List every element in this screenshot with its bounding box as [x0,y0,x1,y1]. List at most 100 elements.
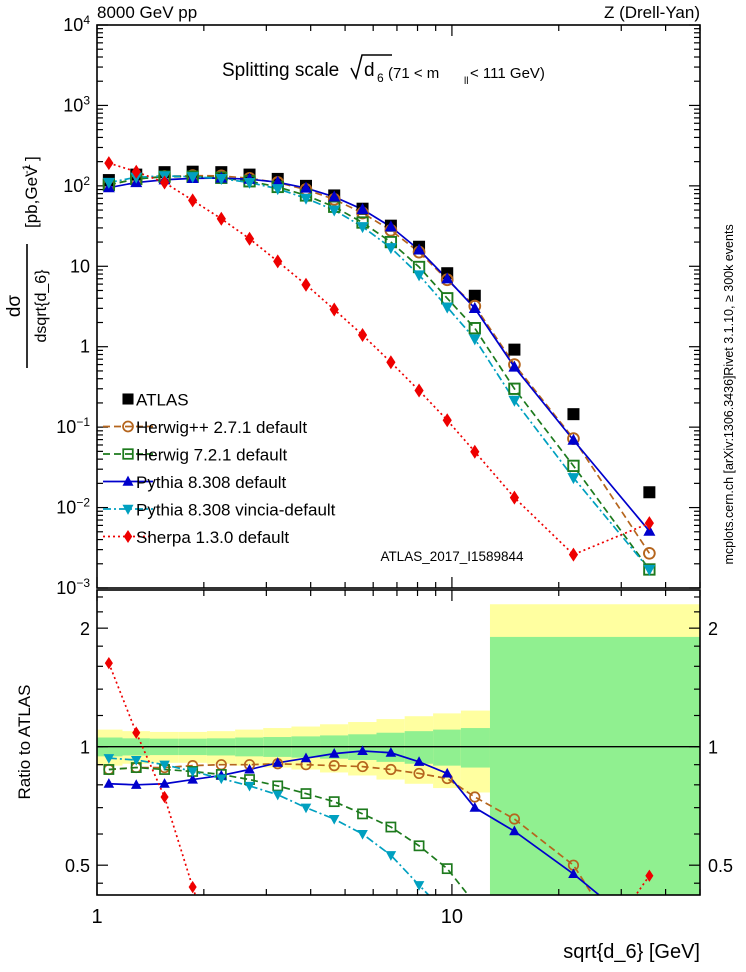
marker-triangle-down [643,564,656,576]
main-axis-ticks [96,24,701,589]
sqrt-radical-icon [350,54,392,81]
marker-triangle-down [272,790,284,801]
analysis-watermark: ATLAS_2017_I1589844 [380,549,524,564]
marker-triangle-down [215,174,228,186]
marker-triangle-up [509,825,520,836]
ratio-panel-frame [96,589,701,896]
title-sqrt-subscript: 6 [377,71,384,85]
ratio-y-tick-label: 0.5 [65,856,90,876]
main-panel-frame [96,24,701,589]
marker-triangle-down [102,177,115,189]
marker-square-filled [508,343,521,356]
marker-square-open [413,840,425,852]
marker-triangle-down [159,760,170,771]
ratio-y-tick-label-right: 0.5 [708,856,733,876]
marker-square-filled [468,289,481,302]
legend-label: ATLAS [136,391,189,410]
marker-triangle-up [567,433,580,445]
marker-circle-open [385,763,397,776]
marker-diamond [273,254,283,269]
sidenote-rivet: Rivet 3.1.10, ≥ 300k events [722,224,736,375]
marker-triangle-up [328,190,341,202]
marker-triangle-up [244,763,255,774]
marker-diamond [131,164,141,179]
marker-triangle-up [384,220,397,232]
marker-diamond [645,869,654,882]
y-label-unit-close: ] [22,156,41,161]
header-beam-label: 8000 GeV pp [97,3,197,22]
marker-triangle-down [328,814,340,825]
marker-triangle-up [357,745,368,756]
marker-triangle-up [568,868,579,879]
marker-circle-open [122,420,134,433]
marker-diamond [386,355,396,370]
main-y-tick-label: 103 [63,93,90,115]
marker-triangle-up [441,767,453,778]
ratio-y-tick-label: 2 [80,619,90,639]
y-label-unit: [pb,GeV [22,165,41,228]
marker-triangle-down [441,302,454,314]
marker-diamond [216,211,226,226]
y-label-unit-exponent: -1 [21,164,33,174]
marker-triangle-up [413,243,426,255]
x-tick-label: 10 [441,906,463,928]
title-sqrt-arg: d [364,60,375,81]
main-y-axis-label: dσ dsqrt{d_6} [pb,GeV -1 ] [4,156,50,368]
ratio-uncertainty-bands [97,604,700,895]
marker-triangle-down [328,205,341,217]
marker-circle-open [413,767,425,780]
marker-square-open [357,808,368,820]
marker-triangle-down [468,334,481,346]
legend-label: Pythia 8.308 vincia-default [136,501,336,520]
marker-square-open [328,796,340,808]
marker-diamond [568,547,579,562]
title-text: Splitting scale [222,60,339,81]
title-mass-subscript: ll [464,76,468,87]
marker-triangle-down [567,473,580,485]
marker-square-open [385,821,397,833]
marker-diamond [244,231,255,246]
marker-triangle-down [186,172,199,184]
ratio-series-line [108,762,594,895]
marker-triangle-down [508,395,521,407]
marker-diamond [160,790,169,804]
sidenote-mcplots: mcplots.cern.ch [arXiv:1306.3436] [722,376,736,565]
marker-triangle-down [122,504,134,515]
ratio-y-tick-labels-right: 210.5 [708,619,733,876]
marker-triangle-down [385,851,397,861]
title-mass-range-a: (71 < m [388,65,439,82]
ratio-y-tick-label: 1 [80,738,90,758]
marker-square-open [567,459,580,473]
marker-triangle-up [328,748,340,758]
main-y-tick-label: 104 [63,13,90,35]
marker-triangle-down [384,243,397,255]
marker-triangle-down [299,193,312,205]
marker-triangle-down [130,755,142,766]
marker-circle-open [356,761,369,773]
marker-triangle-up [159,778,170,788]
legend-label: Sherpa 1.3.0 default [136,528,289,547]
x-tick-labels: 1 10 [91,906,463,928]
marker-square-open [508,382,521,395]
marker-diamond [132,726,141,739]
marker-triangle-down [243,177,256,189]
series-line [108,175,651,570]
ratio-y-tick-labels: 210.5 [65,619,90,876]
marker-triangle-up [413,756,425,766]
marker-triangle-down [413,881,425,891]
marker-square-open [103,764,115,775]
marker-triangle-up [441,272,454,284]
marker-triangle-down [103,754,115,764]
marker-diamond [159,175,170,190]
marker-diamond [188,193,198,208]
marker-diamond [301,277,311,292]
marker-triangle-down [216,774,227,785]
ratio-band-inner [489,636,700,895]
marker-diamond [414,383,424,398]
marker-diamond [329,302,339,317]
marker-diamond [470,444,480,459]
marker-triangle-down [357,829,368,840]
